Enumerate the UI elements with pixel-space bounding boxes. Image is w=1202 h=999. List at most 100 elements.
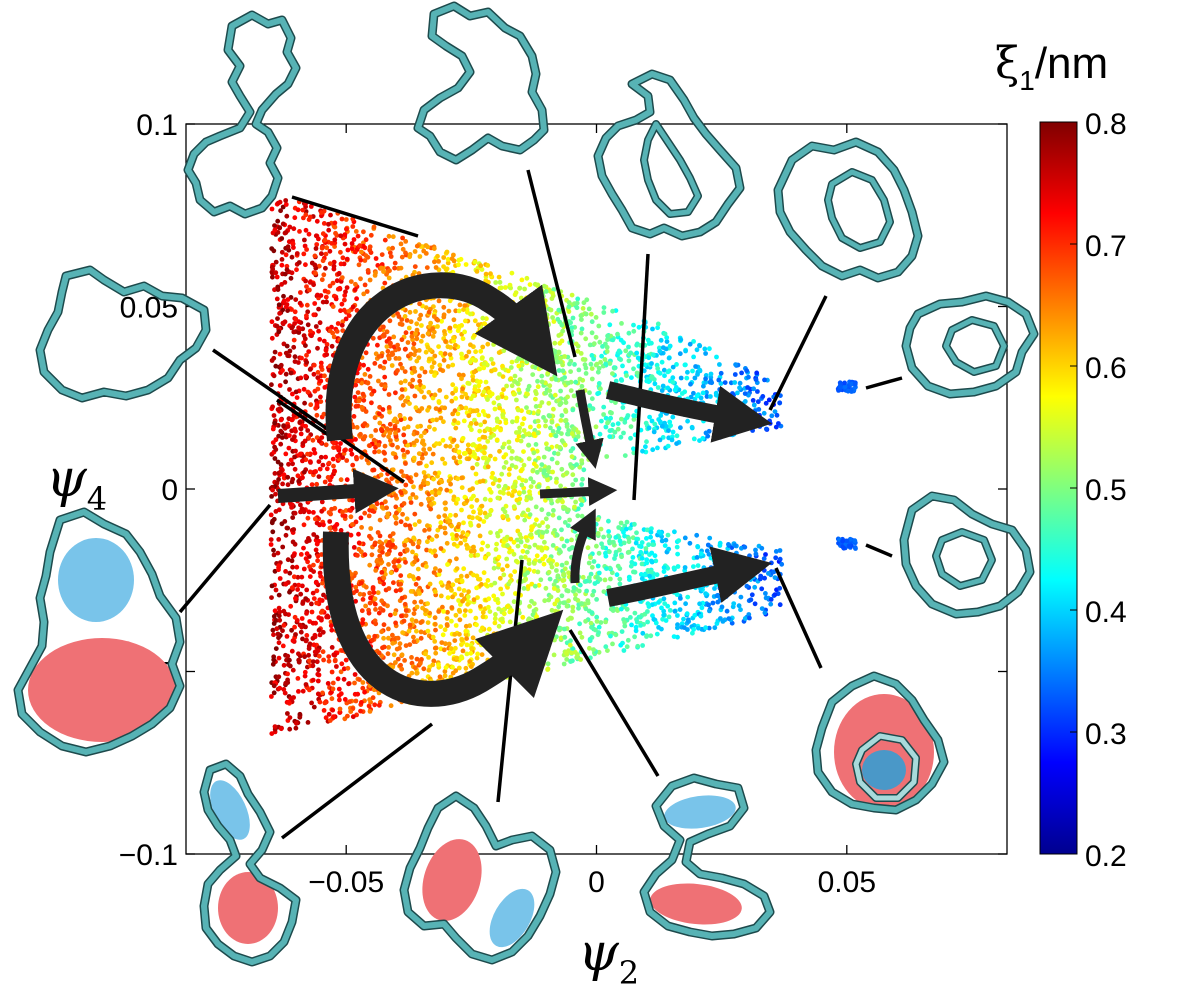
scatter-point (466, 413, 472, 419)
scatter-point (448, 476, 454, 482)
scatter-point (619, 321, 624, 326)
scatter-point (516, 356, 521, 361)
scatter-point (436, 662, 441, 668)
scatter-point (320, 580, 325, 586)
scatter-point (658, 413, 664, 418)
scatter-point (367, 562, 373, 568)
scatter-point (496, 562, 502, 567)
scatter-point (649, 569, 654, 575)
scatter-point (388, 340, 393, 346)
scatter-point (589, 564, 595, 570)
scatter-point (523, 543, 528, 549)
scatter-point (332, 237, 338, 243)
scatter-point (334, 329, 340, 334)
scatter-point (628, 615, 633, 620)
scatter-point (559, 593, 565, 599)
scatter-point (460, 336, 466, 342)
scatter-point (504, 556, 510, 562)
scatter-point (283, 451, 289, 457)
scatter-point (653, 558, 659, 564)
scatter-point (752, 584, 758, 590)
scatter-point (416, 576, 421, 581)
scatter-point (533, 290, 539, 296)
scatter-point (538, 365, 544, 371)
scatter-point (610, 308, 615, 314)
scatter-point (382, 384, 388, 389)
scatter-point (590, 592, 595, 598)
scatter-point (413, 618, 419, 624)
scatter-point (701, 383, 706, 389)
scatter-point (332, 224, 338, 230)
scatter-point (726, 542, 731, 547)
scatter-point (412, 264, 418, 269)
scatter-point (474, 378, 480, 384)
scatter-point (438, 580, 444, 586)
scatter-point (355, 233, 361, 239)
scatter-point (454, 566, 460, 571)
scatter-point (545, 666, 551, 672)
scatter-point (279, 236, 285, 241)
scatter-point (304, 313, 309, 319)
scatter-point (288, 275, 294, 281)
scatter-point (448, 587, 454, 593)
scatter-point (626, 549, 632, 555)
scatter-point (562, 566, 568, 572)
scatter-point (539, 507, 545, 513)
scatter-point (691, 627, 696, 632)
scatter-point (615, 426, 621, 432)
scatter-point (500, 514, 506, 519)
scatter-point (553, 433, 559, 439)
scatter-point (385, 348, 391, 354)
scatter-point (416, 461, 422, 466)
scatter-point (451, 252, 456, 258)
scatter-point (570, 472, 576, 478)
scatter-point (457, 617, 463, 623)
scatter-point (360, 243, 366, 249)
scatter-point (343, 316, 349, 322)
scatter-point (657, 437, 663, 443)
scatter-point (426, 527, 432, 532)
scatter-point (370, 695, 376, 701)
scatter-point (609, 410, 614, 416)
scatter-point (475, 595, 480, 600)
scatter-point (593, 521, 599, 527)
scatter-point (665, 369, 671, 375)
scatter-point (440, 604, 445, 610)
scatter-point (682, 362, 688, 368)
scatter-point (488, 497, 493, 503)
scatter-point (313, 620, 318, 626)
scatter-point (413, 495, 419, 500)
scatter-point (486, 551, 491, 557)
scatter-point (385, 651, 391, 657)
scatter-point (328, 212, 333, 218)
scatter-point (512, 342, 518, 347)
scatter-point (646, 542, 651, 548)
scatter-point (557, 625, 562, 631)
scatter-point (303, 556, 309, 561)
scatter-point (301, 566, 307, 572)
scatter-point (746, 422, 752, 428)
scatter-point (528, 532, 534, 537)
scatter-point (382, 359, 388, 365)
scatter-point (413, 405, 419, 411)
scatter-point (423, 305, 429, 310)
scatter-point (404, 548, 410, 553)
scatter-point (283, 581, 289, 587)
scatter-point (773, 549, 779, 554)
scatter-point (528, 484, 534, 489)
scatter-point (319, 251, 324, 257)
scatter-point (558, 388, 563, 394)
scatter-point (489, 474, 495, 480)
scatter-point (349, 451, 355, 457)
scatter-point (630, 555, 636, 560)
scatter-point (707, 608, 712, 614)
scatter-point (634, 350, 640, 356)
scatter-point (529, 598, 534, 604)
scatter-point (614, 572, 620, 578)
scatter-point (554, 568, 559, 573)
scatter-point (450, 411, 456, 417)
scatter-point (272, 227, 278, 233)
scatter-point (367, 374, 373, 379)
scatter-point (413, 581, 419, 587)
scatter-point (435, 324, 440, 329)
